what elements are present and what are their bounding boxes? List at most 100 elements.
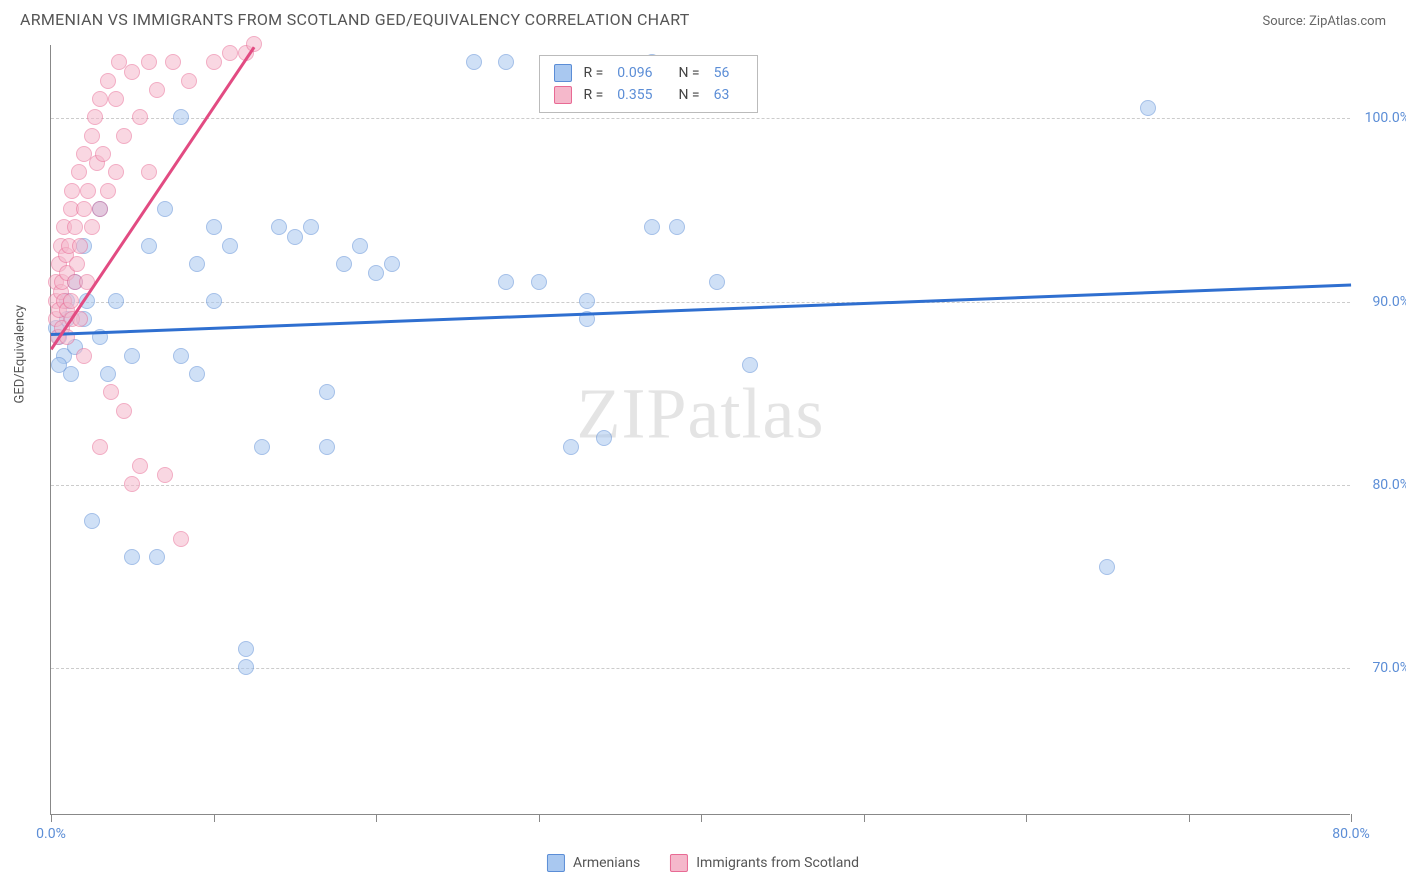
data-point	[246, 36, 262, 52]
r-value: 0.355	[617, 87, 652, 103]
data-point	[222, 238, 238, 254]
data-point	[124, 64, 140, 80]
x-tick	[376, 814, 377, 822]
gridline	[51, 485, 1350, 486]
data-point	[108, 293, 124, 309]
data-point	[63, 293, 79, 309]
stats-legend: R = 0.096 N = 56R = 0.355 N = 63	[539, 55, 759, 113]
data-point	[206, 54, 222, 70]
legend-swatch	[670, 854, 688, 872]
x-tick	[1026, 814, 1027, 822]
data-point	[76, 201, 92, 217]
n-value: 63	[714, 87, 730, 103]
r-value: 0.096	[617, 65, 652, 81]
y-tick-label: 70.0%	[1372, 660, 1406, 676]
data-point	[238, 659, 254, 675]
legend-swatch	[547, 854, 565, 872]
data-point	[157, 467, 173, 483]
data-point	[72, 238, 88, 254]
legend-item: Immigrants from Scotland	[670, 854, 859, 872]
data-point	[206, 219, 222, 235]
data-point	[271, 219, 287, 235]
data-point	[84, 513, 100, 529]
trendline	[51, 283, 1351, 335]
data-point	[319, 439, 335, 455]
header: ARMENIAN VS IMMIGRANTS FROM SCOTLAND GED…	[0, 0, 1406, 37]
data-point	[100, 73, 116, 89]
data-point	[189, 256, 205, 272]
data-point	[466, 54, 482, 70]
data-point	[132, 109, 148, 125]
data-point	[100, 183, 116, 199]
data-point	[319, 384, 335, 400]
legend-label: Immigrants from Scotland	[696, 855, 859, 871]
data-point	[563, 439, 579, 455]
data-point	[84, 219, 100, 235]
scatter-chart: ZIPatlas 70.0%80.0%90.0%100.0%0.0%80.0%R…	[50, 45, 1350, 815]
x-tick	[539, 814, 540, 822]
data-point	[141, 164, 157, 180]
data-point	[173, 109, 189, 125]
data-point	[1140, 100, 1156, 116]
x-tick	[701, 814, 702, 822]
data-point	[103, 384, 119, 400]
bottom-legend: Armenians Immigrants from Scotland	[547, 854, 859, 872]
data-point	[181, 73, 197, 89]
data-point	[116, 403, 132, 419]
data-point	[742, 357, 758, 373]
data-point	[287, 229, 303, 245]
data-point	[709, 274, 725, 290]
x-tick	[214, 814, 215, 822]
n-label: N =	[678, 65, 699, 81]
data-point	[124, 549, 140, 565]
data-point	[71, 164, 87, 180]
data-point	[100, 366, 116, 382]
data-point	[165, 54, 181, 70]
data-point	[67, 219, 83, 235]
x-tick-label: 80.0%	[1332, 826, 1370, 842]
data-point	[254, 439, 270, 455]
legend-swatch	[554, 64, 572, 82]
n-value: 56	[714, 65, 730, 81]
data-point	[95, 146, 111, 162]
legend-swatch	[554, 86, 572, 104]
data-point	[644, 219, 660, 235]
data-point	[579, 293, 595, 309]
watermark: ZIPatlas	[577, 373, 825, 456]
data-point	[64, 183, 80, 199]
data-point	[141, 238, 157, 254]
source-label: Source: ZipAtlas.com	[1262, 14, 1386, 29]
data-point	[87, 109, 103, 125]
data-point	[498, 54, 514, 70]
data-point	[116, 128, 132, 144]
data-point	[669, 219, 685, 235]
data-point	[124, 348, 140, 364]
x-tick	[1189, 814, 1190, 822]
y-tick-label: 100.0%	[1365, 110, 1406, 126]
data-point	[352, 238, 368, 254]
data-point	[149, 82, 165, 98]
data-point	[92, 91, 108, 107]
data-point	[384, 256, 400, 272]
data-point	[108, 91, 124, 107]
data-point	[206, 293, 222, 309]
data-point	[173, 531, 189, 547]
data-point	[80, 183, 96, 199]
data-point	[238, 641, 254, 657]
data-point	[303, 219, 319, 235]
data-point	[69, 256, 85, 272]
data-point	[124, 476, 140, 492]
r-label: R =	[584, 65, 604, 81]
data-point	[132, 458, 148, 474]
data-point	[1099, 559, 1115, 575]
data-point	[51, 357, 67, 373]
stats-legend-row: R = 0.096 N = 56	[554, 62, 744, 84]
chart-title: ARMENIAN VS IMMIGRANTS FROM SCOTLAND GED…	[20, 10, 690, 29]
y-tick-label: 80.0%	[1372, 477, 1406, 493]
legend-item: Armenians	[547, 854, 640, 872]
data-point	[108, 164, 124, 180]
data-point	[222, 45, 238, 61]
data-point	[92, 439, 108, 455]
data-point	[173, 348, 189, 364]
data-point	[157, 201, 173, 217]
